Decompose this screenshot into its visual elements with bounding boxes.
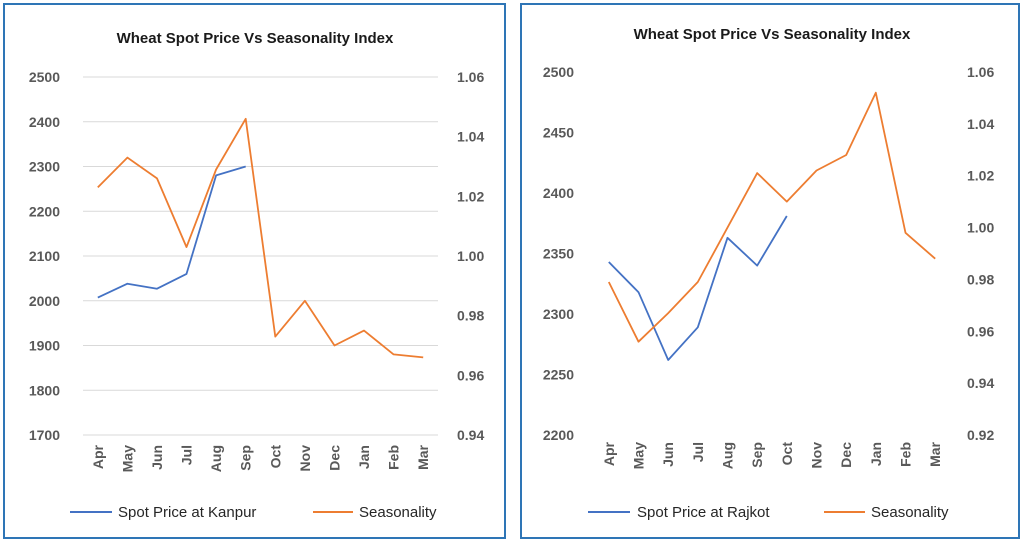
legend-label-spot-price: Spot Price at Kanpur xyxy=(118,504,256,521)
x-tick-label: Apr xyxy=(90,444,106,469)
x-tick-label: Dec xyxy=(838,442,854,468)
y-left-tick-label: 2200 xyxy=(29,203,60,219)
y-left-tick-label: 2200 xyxy=(543,427,574,443)
x-tick-label: Mar xyxy=(927,441,943,466)
x-tick-label: Jan xyxy=(868,442,884,466)
y-left-tick-label: 1800 xyxy=(29,382,60,398)
y-right-tick-label: 1.02 xyxy=(457,188,484,204)
x-tick-label: Jul xyxy=(690,442,706,462)
x-tick-label: Feb xyxy=(386,445,402,470)
y-left-tick-label: 2100 xyxy=(29,248,60,264)
x-tick-label: Aug xyxy=(720,442,736,469)
y-right-tick-label: 1.06 xyxy=(967,64,994,80)
seasonality-line xyxy=(97,117,424,359)
x-tick-label: Aug xyxy=(208,445,224,472)
chart-title: Wheat Spot Price Vs Seasonality Index xyxy=(117,30,394,47)
x-tick-label: Sep xyxy=(238,445,254,471)
y-right-tick-label: 1.02 xyxy=(967,168,994,184)
seasonality-line xyxy=(607,91,936,343)
chart-panel-kanpur: Wheat Spot Price Vs Seasonality Index 250… xyxy=(3,3,506,539)
y-right-tick-label: 0.98 xyxy=(457,308,484,324)
legend-label-seasonality: Seasonality xyxy=(871,504,949,521)
y-left-tick-label: 1700 xyxy=(29,427,60,443)
y-left-tick-label: 2350 xyxy=(543,246,574,262)
legend-label-seasonality: Seasonality xyxy=(359,504,437,521)
y-left-tick-label: 2300 xyxy=(543,306,574,322)
x-tick-label: Dec xyxy=(326,445,342,471)
x-tick-label: Apr xyxy=(601,441,617,466)
chart-panel-rajkot: Wheat Spot Price Vs Seasonality Index 250… xyxy=(520,3,1020,539)
x-tick-label: Jun xyxy=(660,442,676,467)
y-right-tick-label: 0.98 xyxy=(967,271,994,287)
y-left-tick-label: 2450 xyxy=(543,125,574,141)
y-right-tick-label: 0.92 xyxy=(967,427,994,443)
x-tick-label: Jul xyxy=(179,445,195,465)
y-left-tick-label: 2250 xyxy=(543,367,574,383)
x-tick-label: Jun xyxy=(149,445,165,470)
y-right-tick-label: 1.04 xyxy=(457,129,484,145)
x-tick-label: Nov xyxy=(297,445,313,472)
y-left-tick-label: 1900 xyxy=(29,338,60,354)
y-left-tick-label: 2500 xyxy=(543,64,574,80)
x-tick-label: Sep xyxy=(749,442,765,468)
x-tick-label: Mar xyxy=(415,444,431,469)
x-tick-label: May xyxy=(631,442,647,469)
y-right-tick-label: 0.96 xyxy=(967,323,994,339)
spot-price-line xyxy=(97,165,246,299)
y-right-tick-label: 1.00 xyxy=(457,248,484,264)
x-tick-label: Nov xyxy=(809,442,825,469)
legend-label-spot-price: Spot Price at Rajkot xyxy=(637,504,770,521)
y-right-tick-label: 0.94 xyxy=(457,427,484,443)
y-right-tick-label: 1.06 xyxy=(457,69,484,85)
x-tick-label: Jan xyxy=(356,445,372,469)
chart-kanpur: Wheat Spot Price Vs Seasonality Index 250… xyxy=(29,30,485,521)
chart-rajkot: Wheat Spot Price Vs Seasonality Index 250… xyxy=(543,26,995,521)
x-tick-label: Oct xyxy=(779,442,795,466)
y-right-tick-label: 1.04 xyxy=(967,116,994,132)
spot-price-line xyxy=(608,215,788,361)
x-tick-label: Feb xyxy=(898,442,914,467)
y-right-tick-label: 1.00 xyxy=(967,220,994,236)
y-left-tick-label: 2500 xyxy=(29,69,60,85)
y-left-tick-label: 2400 xyxy=(29,114,60,130)
x-tick-label: May xyxy=(119,445,135,472)
x-tick-label: Oct xyxy=(267,445,283,469)
y-right-tick-label: 0.96 xyxy=(457,367,484,383)
y-left-tick-label: 2400 xyxy=(543,185,574,201)
y-right-tick-label: 0.94 xyxy=(967,375,994,391)
chart-title: Wheat Spot Price Vs Seasonality Index xyxy=(634,26,911,43)
y-left-tick-label: 2000 xyxy=(29,293,60,309)
y-left-tick-label: 2300 xyxy=(29,159,60,175)
